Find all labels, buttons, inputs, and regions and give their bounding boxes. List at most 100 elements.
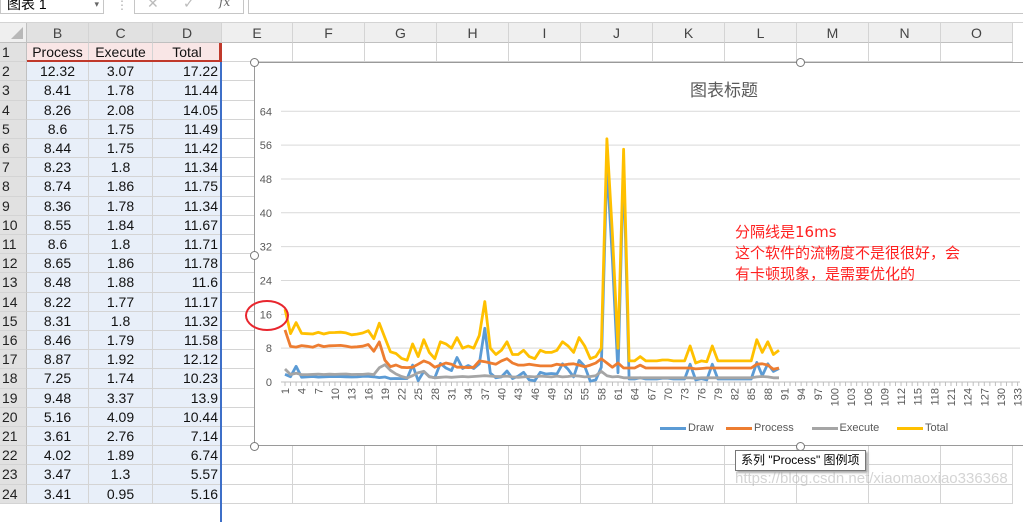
cell[interactable] <box>941 484 1013 504</box>
cell[interactable]: 8.36 <box>27 196 89 216</box>
cell[interactable] <box>797 484 869 504</box>
cell[interactable]: 10.44 <box>153 407 222 427</box>
cell[interactable]: 11.17 <box>153 292 222 312</box>
cell[interactable] <box>365 465 437 485</box>
resize-handle[interactable] <box>250 251 259 260</box>
cell[interactable]: 7.25 <box>27 369 89 389</box>
cell[interactable] <box>365 484 437 504</box>
column-header-f[interactable]: F <box>293 23 365 43</box>
resize-handle[interactable] <box>250 442 259 451</box>
cell[interactable] <box>509 43 581 63</box>
cell[interactable]: 10.23 <box>153 369 222 389</box>
row-header[interactable]: 23 <box>0 465 27 485</box>
cell[interactable]: 11.49 <box>153 119 222 139</box>
column-header-e[interactable]: E <box>222 23 293 43</box>
column-header-n[interactable]: N <box>869 23 941 43</box>
cell[interactable]: 1.8 <box>89 158 153 178</box>
row-header[interactable]: 5 <box>0 119 27 139</box>
cell[interactable] <box>293 484 365 504</box>
cell[interactable]: 11.32 <box>153 311 222 331</box>
header-cell[interactable]: Total <box>153 43 222 63</box>
cell[interactable]: 8.31 <box>27 311 89 331</box>
row-header[interactable]: 8 <box>0 177 27 197</box>
row-header[interactable]: 4 <box>0 100 27 120</box>
row-header[interactable]: 18 <box>0 369 27 389</box>
row-header[interactable]: 17 <box>0 350 27 370</box>
cell[interactable] <box>222 484 293 504</box>
cell[interactable] <box>797 465 869 485</box>
cell[interactable]: 7.14 <box>153 427 222 447</box>
cell[interactable]: 5.16 <box>153 484 222 504</box>
row-header[interactable]: 24 <box>0 484 27 504</box>
cell[interactable]: 11.67 <box>153 215 222 235</box>
row-header[interactable]: 11 <box>0 235 27 255</box>
row-header[interactable]: 21 <box>0 427 27 447</box>
cell[interactable]: 8.41 <box>27 81 89 101</box>
cell[interactable]: 11.34 <box>153 196 222 216</box>
resize-handle[interactable] <box>250 58 259 67</box>
cell[interactable] <box>437 43 509 63</box>
cell[interactable]: 1.78 <box>89 81 153 101</box>
legend-item-execute[interactable]: Execute <box>811 422 879 434</box>
cell[interactable] <box>365 43 437 63</box>
cell[interactable] <box>581 446 653 466</box>
column-header-m[interactable]: M <box>797 23 869 43</box>
row-header[interactable]: 13 <box>0 273 27 293</box>
cell[interactable] <box>222 446 293 466</box>
row-header[interactable]: 7 <box>0 158 27 178</box>
cell[interactable] <box>725 484 797 504</box>
row-header[interactable]: 19 <box>0 388 27 408</box>
cell[interactable]: 8.6 <box>27 119 89 139</box>
cell[interactable]: 1.79 <box>89 331 153 351</box>
cell[interactable]: 8.87 <box>27 350 89 370</box>
cell[interactable]: 2.08 <box>89 100 153 120</box>
cell[interactable]: 3.41 <box>27 484 89 504</box>
cell[interactable]: 4.02 <box>27 446 89 466</box>
cell[interactable]: 8.23 <box>27 158 89 178</box>
column-header-k[interactable]: K <box>653 23 725 43</box>
cell[interactable]: 1.84 <box>89 215 153 235</box>
cell[interactable]: 1.8 <box>89 311 153 331</box>
cell[interactable] <box>222 465 293 485</box>
cell[interactable]: 8.22 <box>27 292 89 312</box>
cell[interactable] <box>941 446 1013 466</box>
drag-handle-icon[interactable]: ⋮ <box>116 0 128 12</box>
cell[interactable]: 11.71 <box>153 235 222 255</box>
row-header[interactable]: 22 <box>0 446 27 466</box>
cell[interactable] <box>581 43 653 63</box>
cell[interactable] <box>509 446 581 466</box>
cell[interactable]: 11.75 <box>153 177 222 197</box>
cell[interactable]: 3.47 <box>27 465 89 485</box>
cell[interactable] <box>509 465 581 485</box>
row-header[interactable]: 14 <box>0 292 27 312</box>
resize-handle[interactable] <box>796 58 805 67</box>
column-header-j[interactable]: J <box>581 23 653 43</box>
cell[interactable] <box>581 465 653 485</box>
cell[interactable] <box>725 465 797 485</box>
cell[interactable]: 12.32 <box>27 62 89 82</box>
cell[interactable]: 1.75 <box>89 119 153 139</box>
cell[interactable]: 3.07 <box>89 62 153 82</box>
cell[interactable] <box>869 484 941 504</box>
cell[interactable]: 1.74 <box>89 369 153 389</box>
cell[interactable]: 8.65 <box>27 254 89 274</box>
column-header-o[interactable]: O <box>941 23 1013 43</box>
cell[interactable] <box>653 43 725 63</box>
cell[interactable] <box>293 446 365 466</box>
cell[interactable]: 12.12 <box>153 350 222 370</box>
legend-item-total[interactable]: Total <box>897 422 948 434</box>
cell[interactable] <box>797 43 869 63</box>
cell[interactable]: 1.75 <box>89 139 153 159</box>
cell[interactable]: 1.86 <box>89 177 153 197</box>
cell[interactable]: 11.58 <box>153 331 222 351</box>
cell[interactable]: 2.76 <box>89 427 153 447</box>
row-header[interactable]: 15 <box>0 311 27 331</box>
row-header[interactable]: 9 <box>0 196 27 216</box>
cell[interactable]: 17.22 <box>153 62 222 82</box>
cell[interactable] <box>437 446 509 466</box>
cell[interactable] <box>941 465 1013 485</box>
name-box[interactable]: 图表 1 ▾ <box>0 0 104 14</box>
row-header[interactable]: 16 <box>0 331 27 351</box>
cell[interactable]: 3.37 <box>89 388 153 408</box>
cell[interactable]: 8.48 <box>27 273 89 293</box>
